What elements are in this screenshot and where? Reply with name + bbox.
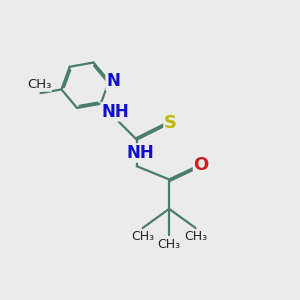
Text: CH₃: CH₃	[131, 230, 154, 243]
Text: NH: NH	[101, 103, 129, 121]
Text: CH₃: CH₃	[158, 238, 181, 251]
Text: S: S	[164, 115, 177, 133]
Text: N: N	[106, 72, 120, 90]
Text: O: O	[194, 156, 209, 174]
Text: NH: NH	[126, 144, 154, 162]
Text: CH₃: CH₃	[27, 78, 51, 91]
Text: CH₃: CH₃	[184, 230, 207, 243]
